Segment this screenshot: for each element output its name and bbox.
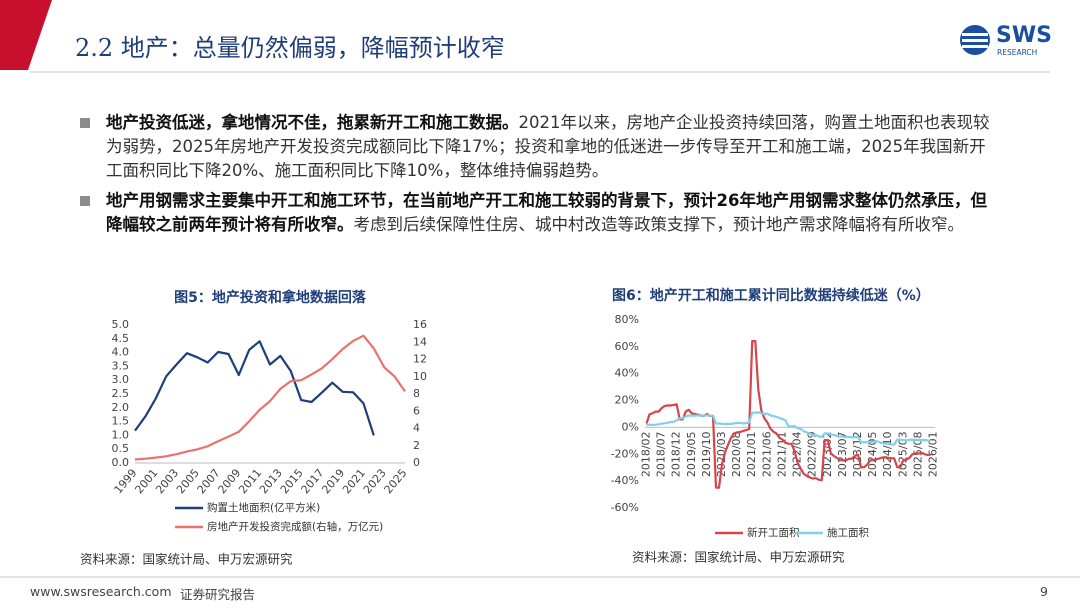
bullet: 地产投资低迷，拿地情况不佳，拖累新开工和施工数据。2021年以来，房地产企业投资…: [80, 111, 992, 183]
x-tick-label: 2021/01: [745, 431, 758, 477]
x-tick-label: 2017: [299, 467, 327, 497]
header-accent: [0, 0, 52, 70]
bullet-bold: 地产用钢需求主要集中开工和施工环节，在当前地产开工和施工较弱的背景下，预计26年…: [106, 191, 987, 234]
x-tick-label: 2007: [195, 467, 223, 497]
y-tick-label: 10: [413, 370, 427, 383]
x-tick-label: 2023/07: [836, 431, 849, 477]
y-tick-label: -40%: [611, 474, 639, 487]
y-tick-label: 3.5: [112, 359, 130, 372]
bullet-marker: [80, 196, 90, 206]
x-tick-label: 2021: [340, 467, 368, 497]
x-tick-label: 2013: [257, 467, 285, 497]
y-tick-label: 60%: [615, 340, 639, 353]
y-tick-label: 1.0: [112, 428, 130, 441]
logo-subtext: RESEARCH: [997, 48, 1037, 57]
y-tick-label: 6: [413, 404, 420, 417]
y-tick-label: 4.5: [112, 332, 130, 345]
chart-source: 资料来源：国家统计局、申万宏源研究: [632, 550, 845, 565]
series-line: [134, 340, 375, 436]
y-tick-label: 0: [413, 456, 420, 469]
x-tick-label: 2019/05: [685, 431, 698, 477]
y-tick-label: 4: [413, 422, 420, 435]
legend-label: 施工面积: [827, 526, 869, 539]
footer-label: 证券研究报告: [180, 587, 256, 602]
y-tick-label: 80%: [615, 313, 639, 326]
x-tick-label: 2023: [361, 467, 389, 497]
x-tick-label: 1999: [112, 467, 140, 497]
y-tick-label: 2.5: [112, 387, 130, 400]
y-tick-label: 0%: [622, 420, 639, 433]
logo-stripe: [962, 45, 988, 48]
x-tick-label: 2025/03: [896, 431, 909, 477]
y-tick-label: 40%: [615, 367, 639, 380]
bullet-bold: 地产投资低迷，拿地情况不佳，拖累新开工和施工数据。: [106, 113, 519, 132]
y-tick-label: 1.5: [112, 415, 130, 428]
x-tick-label: 2018/02: [640, 431, 653, 477]
x-tick-label: 2018/12: [670, 431, 683, 477]
logo: SWS RESEARCH: [960, 23, 1052, 57]
x-tick-label: 2025: [382, 467, 410, 497]
bullet-body: 地产投资低迷，拿地情况不佳，拖累新开工和施工数据。2021年以来，房地产企业投资…: [106, 111, 992, 183]
y-tick-label: 8: [413, 387, 420, 400]
legend-label: 房地产开发投资完成额(右轴，万亿元): [207, 520, 383, 533]
x-tick-label: 2003: [153, 467, 181, 497]
y-tick-label: 14: [413, 335, 427, 348]
chart-title: 图6：地产开工和施工累计同比数据持续低迷（%）: [612, 287, 930, 304]
chart-source: 资料来源：国家统计局、申万宏源研究: [80, 552, 293, 567]
bullet-body: 地产用钢需求主要集中开工和施工环节，在当前地产开工和施工较弱的背景下，预计26年…: [106, 189, 992, 237]
y-tick-label: -60%: [611, 501, 639, 514]
x-tick-label: 2021/06: [760, 431, 773, 477]
bullet-marker: [80, 118, 90, 128]
x-tick-label: 2009: [215, 467, 243, 497]
bullet-text: 2021年以来，房地产企业投资持续回落，购置土地面积也表现较为弱势，2025年房…: [106, 113, 990, 180]
y-tick-label: 2.0: [112, 401, 130, 414]
x-tick-label: 2005: [174, 467, 202, 497]
y-tick-label: 3.0: [112, 373, 130, 386]
y-tick-label: 2: [413, 439, 420, 452]
series-line: [645, 340, 931, 489]
y-tick-label: 5.0: [112, 318, 130, 331]
bullet: 地产用钢需求主要集中开工和施工环节，在当前地产开工和施工较弱的背景下，预计26年…: [80, 189, 992, 237]
y-tick-label: 4.0: [112, 346, 130, 359]
series-line: [646, 411, 931, 446]
y-tick-label: 16: [413, 318, 427, 331]
logo-text: SWS: [996, 23, 1052, 48]
x-tick-label: 2026/01: [926, 431, 939, 477]
bullet-text: 考虑到后续保障性住房、城中村改造等政策支撑下，预计地产需求降幅将有所收窄。: [353, 215, 965, 234]
logo-stripe: [962, 39, 988, 42]
y-tick-label: -20%: [611, 447, 639, 460]
x-tick-label: 2011: [236, 467, 264, 497]
logo-stripe: [962, 33, 988, 36]
x-tick-label: 2022/09: [806, 431, 819, 477]
y-tick-label: 20%: [615, 394, 639, 407]
legend-label: 新开工面积: [747, 526, 800, 539]
page-number: 9: [1040, 584, 1048, 599]
x-tick-label: 2018/07: [655, 431, 668, 477]
chart-title: 图5：地产投资和拿地数据回落: [174, 289, 367, 306]
series-line: [134, 334, 406, 461]
y-tick-label: 12: [413, 353, 427, 366]
x-tick-label: 2019/10: [700, 431, 713, 477]
y-tick-label: 0.0: [112, 456, 130, 469]
x-tick-label: 2015: [278, 467, 306, 497]
x-tick-label: 2024/05: [866, 431, 879, 477]
x-tick-label: 2020/08: [730, 431, 743, 477]
x-tick-label: 2019: [319, 467, 347, 497]
x-tick-label: 2001: [132, 467, 160, 497]
slide-title: 2.2 地产：总量仍然偏弱，降幅预计收窄: [75, 34, 505, 62]
x-tick-label: 2024/10: [881, 431, 894, 477]
legend-label: 购置土地面积(亿平方米): [207, 501, 320, 514]
y-tick-label: 0.5: [112, 442, 130, 455]
footer-url: www.swsresearch.com: [30, 584, 172, 599]
x-tick-label: 2020/03: [715, 431, 728, 477]
